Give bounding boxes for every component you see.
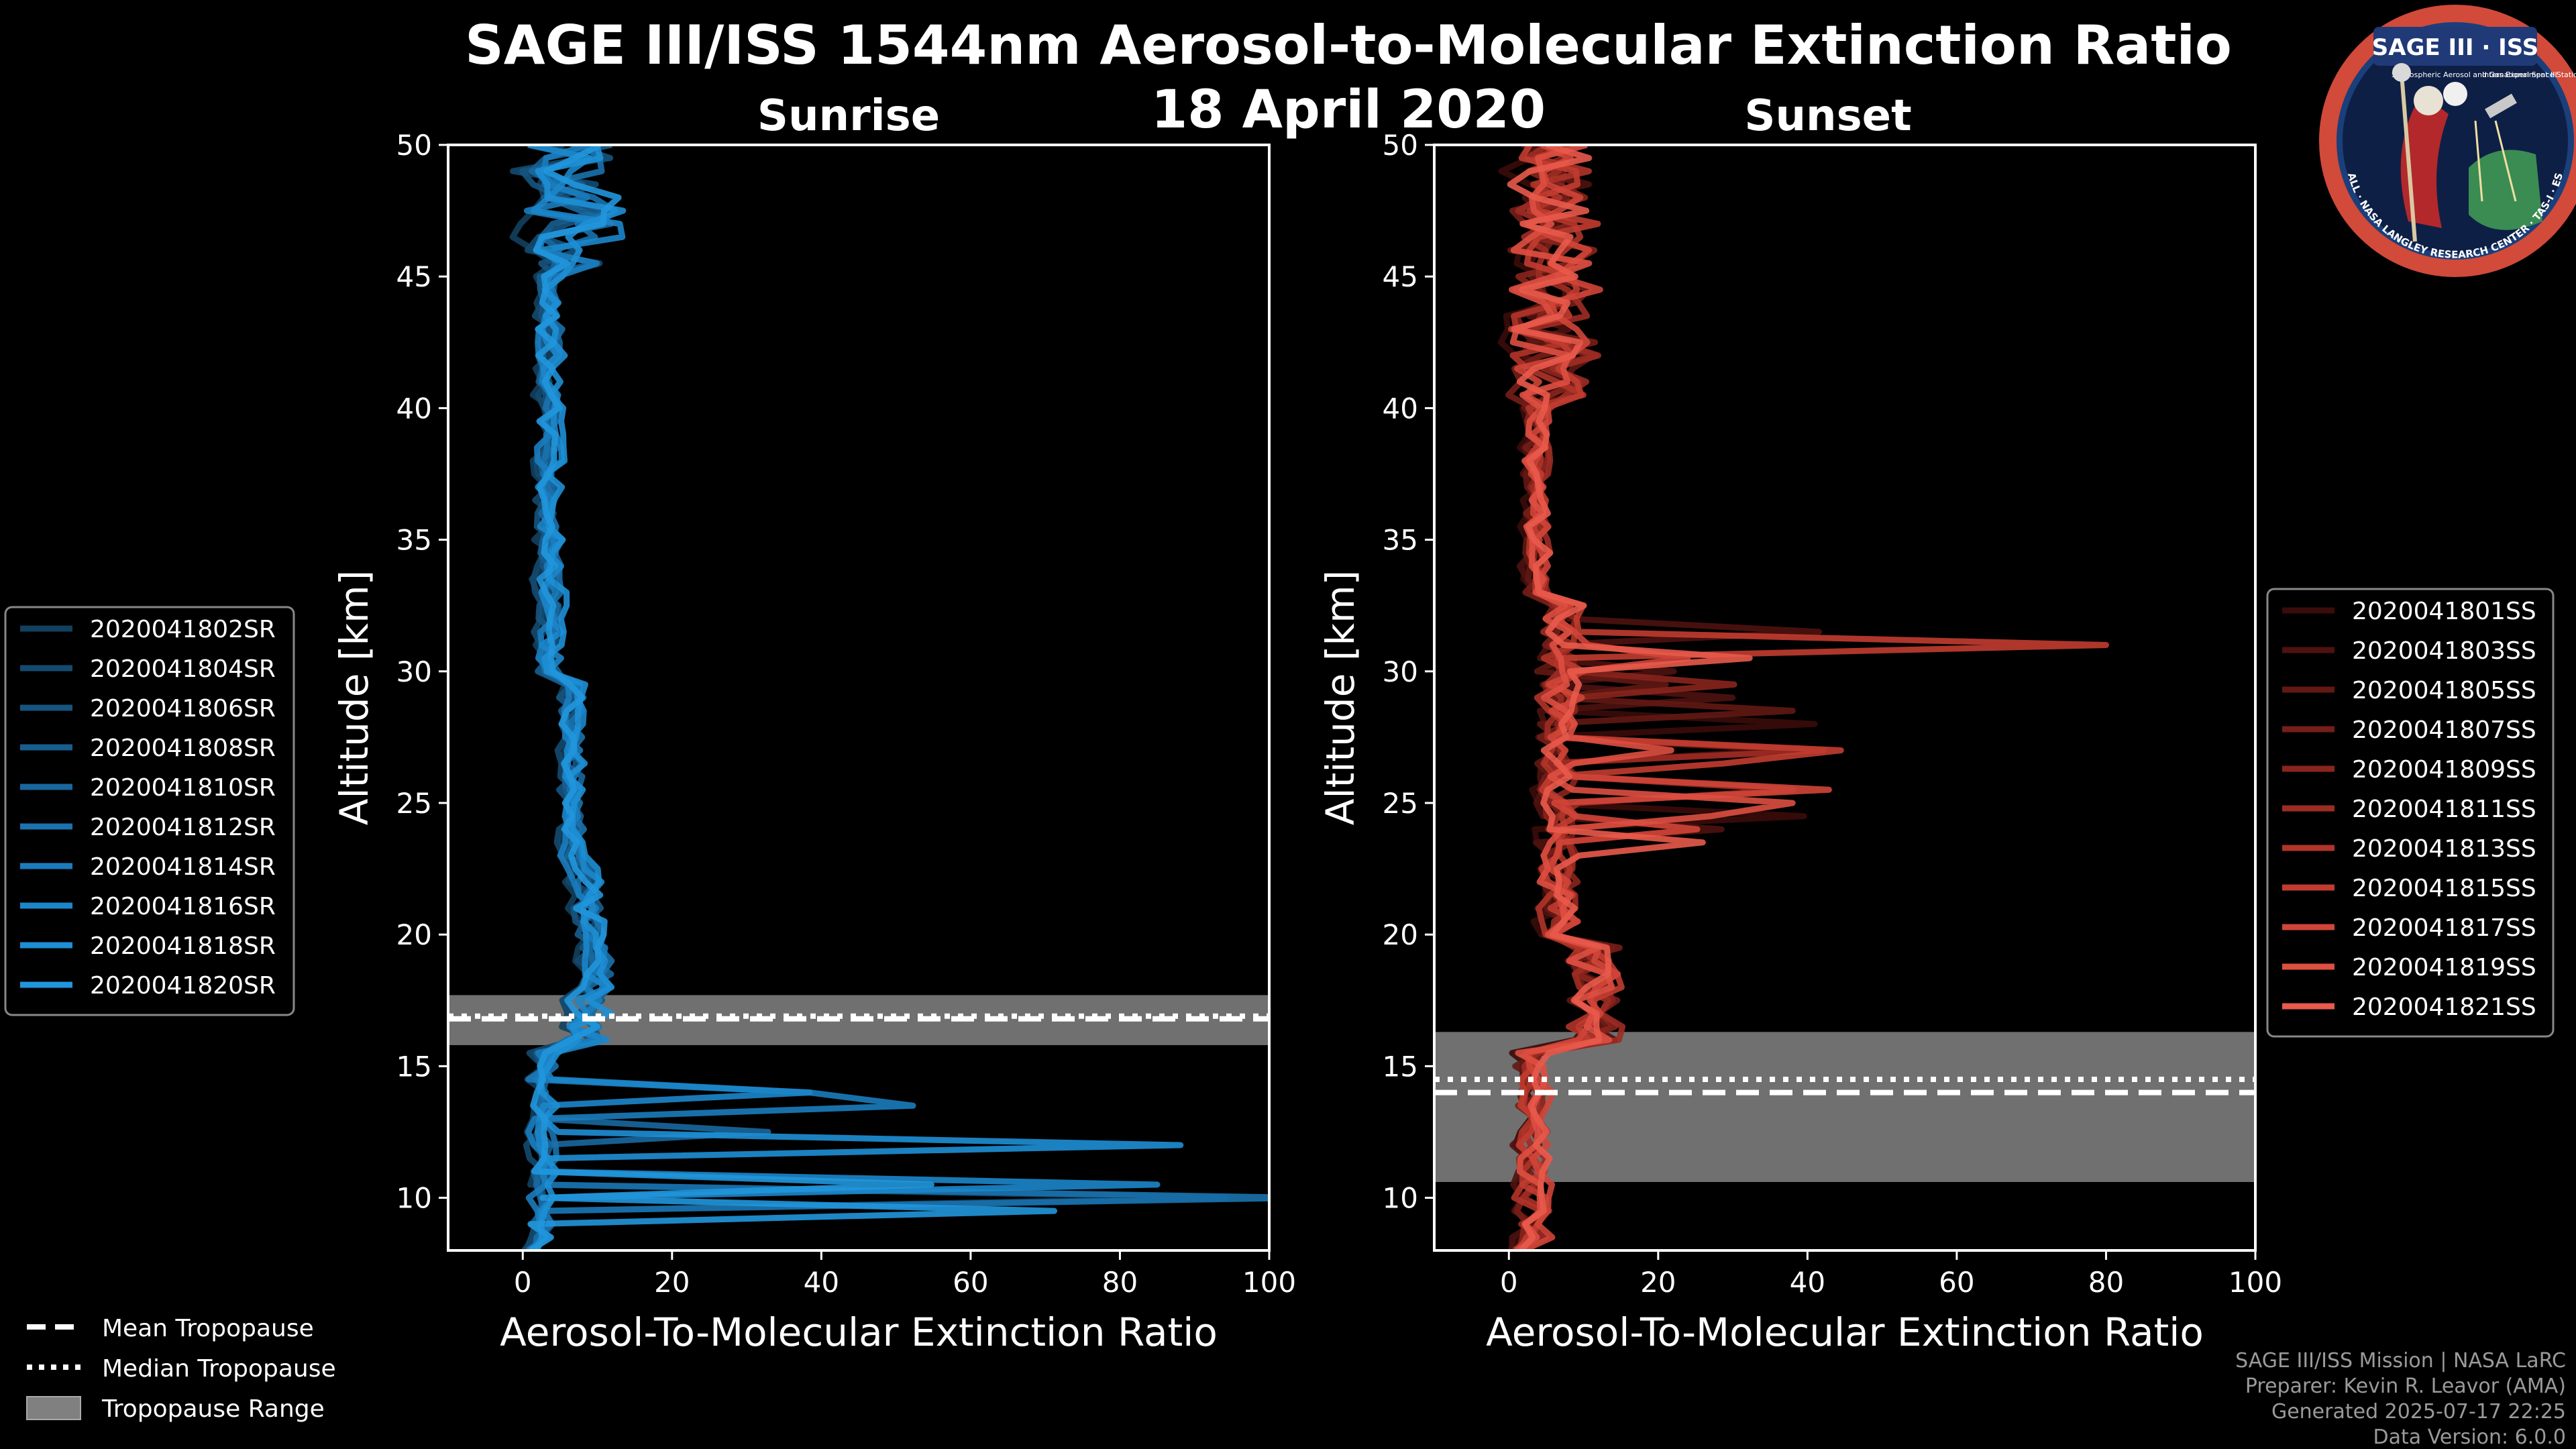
legend-label: 2020041805SS	[2352, 677, 2536, 704]
legend-label: 2020041816SR	[90, 893, 276, 920]
y-axis-label: Altitude [km]	[1318, 570, 1363, 825]
y-tick-label: 40	[396, 392, 432, 425]
plot-area	[1434, 145, 2255, 1250]
legend-label: 2020041812SR	[90, 814, 276, 841]
y-tick-label: 35	[1383, 524, 1418, 557]
legend-label: 2020041821SS	[2352, 994, 2536, 1021]
logo-sub-left: Stratospheric Aerosol and Gas Experiment…	[2392, 70, 2557, 79]
logo-beam-2	[2474, 120, 2483, 202]
legend-label: 2020041819SS	[2352, 954, 2536, 981]
legend-label: 2020041806SR	[90, 695, 276, 722]
tropopause-legend: Mean Tropopause Median Tropopause Tropop…	[26, 1315, 336, 1423]
logo-banner	[2373, 27, 2537, 66]
logo-station	[2485, 93, 2517, 119]
panel-title: Sunrise	[757, 91, 940, 141]
y-tick-label: 50	[396, 129, 432, 162]
figure-subtitle: 18 April 2020	[1151, 80, 1546, 140]
legend-label: 2020041818SR	[90, 932, 276, 960]
sunset-legend: 2020041801SS 2020041803SS 2020041805SS 2020…	[2266, 588, 2555, 1038]
y-tick-label: 30	[396, 655, 432, 688]
y-axis-label: Altitude [km]	[331, 570, 377, 825]
credits: SAGE III/ISS Mission | NASA LaRC Prepare…	[2235, 1349, 2566, 1449]
y-tick-label: 10	[1383, 1182, 1418, 1215]
tropopause-range-band	[1434, 1032, 2255, 1182]
legend-label: 2020041808SR	[90, 735, 276, 762]
logo-earth	[2469, 150, 2542, 230]
y-tick-label: 10	[396, 1182, 432, 1215]
y-tick-label: 20	[1383, 918, 1418, 951]
credit-preparer: Preparer: Kevin R. Leavor (AMA)	[2245, 1375, 2566, 1398]
axes-frame	[1433, 144, 2257, 1252]
profile-2020041817SS	[1514, 145, 1832, 1250]
x-tick-label: 0	[1500, 1266, 1518, 1299]
x-tick-label: 100	[2229, 1266, 2282, 1299]
median-tropopause-label: Median Tropopause	[102, 1355, 336, 1383]
y-tick-label: 25	[1383, 787, 1418, 820]
tropopause-range-label: Tropopause Range	[101, 1395, 325, 1423]
panel-title: Sunset	[1744, 91, 1911, 141]
y-tick-label: 40	[1383, 392, 1418, 425]
legend-label: 2020041820SR	[90, 972, 276, 1000]
y-tick-label: 30	[1383, 655, 1418, 688]
x-tick-label: 20	[654, 1266, 690, 1299]
profile-2020041821SS	[1507, 145, 1753, 1250]
x-tick-label: 100	[1242, 1266, 1296, 1299]
logo-staff	[2400, 73, 2417, 242]
y-tick-label: 15	[1383, 1050, 1418, 1083]
plot-area	[448, 145, 1269, 1250]
logo-staff-orb	[2392, 63, 2411, 82]
x-tick-label: 20	[1640, 1266, 1676, 1299]
legend-label: 2020041817SS	[2352, 914, 2536, 942]
legend-label: 2020041814SR	[90, 853, 276, 881]
y-tick-label: 20	[396, 918, 432, 951]
legend-box	[4, 606, 295, 1016]
x-tick-label: 80	[2088, 1266, 2124, 1299]
logo-figure-head	[2414, 86, 2443, 115]
legend-label: 2020041807SS	[2352, 716, 2536, 744]
y-tick-label: 35	[396, 524, 432, 557]
profile-2020041820SR	[527, 145, 1057, 1250]
legend-label: 2020041801SS	[2352, 598, 2536, 625]
axes-frame	[447, 144, 1271, 1252]
sunset-panel: Sunset 0 20 40 60 80 100 10 15 20 25 30 35 40 45 50 Aero…	[1318, 91, 2282, 1355]
legend-label: 2020041802SR	[90, 616, 276, 643]
y-tick-label: 15	[396, 1050, 432, 1083]
x-tick-label: 60	[1939, 1266, 1974, 1299]
x-tick-label: 60	[953, 1266, 988, 1299]
legend-label: 2020041811SS	[2352, 796, 2536, 823]
logo-sub-right: International Space Station	[2482, 70, 2576, 79]
x-tick-label: 40	[1790, 1266, 1825, 1299]
legend-label: 2020041813SS	[2352, 835, 2536, 863]
y-tick-label: 45	[396, 260, 432, 293]
legend-label: 2020041804SR	[90, 655, 276, 683]
x-axis-label: Aerosol-To-Molecular Extinction Ratio	[1486, 1309, 2204, 1355]
mean-tropopause-label: Mean Tropopause	[102, 1315, 314, 1342]
sunrise-panel: Sunrise 0 20 40 60 80 100 10 15 20 25 30 35 40 45 50 Aer…	[331, 91, 1296, 1355]
credit-mission: SAGE III/ISS Mission | NASA LaRC	[2235, 1349, 2566, 1373]
logo-moon	[2443, 82, 2467, 106]
y-tick-label: 45	[1383, 260, 1418, 293]
sunrise-legend: 2020041802SR 2020041804SR 2020041806SR 2020…	[4, 606, 295, 1016]
tropopause-range-swatch	[26, 1396, 81, 1420]
y-tick-label: 25	[396, 787, 432, 820]
legend-box	[2266, 588, 2555, 1038]
y-tick-label: 50	[1383, 129, 1418, 162]
x-tick-label: 80	[1102, 1266, 1138, 1299]
credit-data-version: Data Version: 6.0.0	[2373, 1426, 2566, 1449]
logo-beam	[2494, 120, 2517, 202]
x-axis-label: Aerosol-To-Molecular Extinction Ratio	[500, 1309, 1218, 1355]
legend-label: 2020041810SR	[90, 774, 276, 802]
legend-label: 2020041803SS	[2352, 637, 2536, 665]
x-tick-label: 0	[514, 1266, 532, 1299]
x-tick-label: 40	[804, 1266, 839, 1299]
legend-label: 2020041815SS	[2352, 875, 2536, 902]
legend-label: 2020041809SS	[2352, 756, 2536, 784]
credit-generated: Generated 2025-07-17 22:25	[2271, 1400, 2566, 1424]
logo-title: SAGE III · ISS	[2372, 34, 2538, 61]
figure-title: SAGE III/ISS 1544nm Aerosol-to-Molecular…	[465, 14, 2232, 76]
